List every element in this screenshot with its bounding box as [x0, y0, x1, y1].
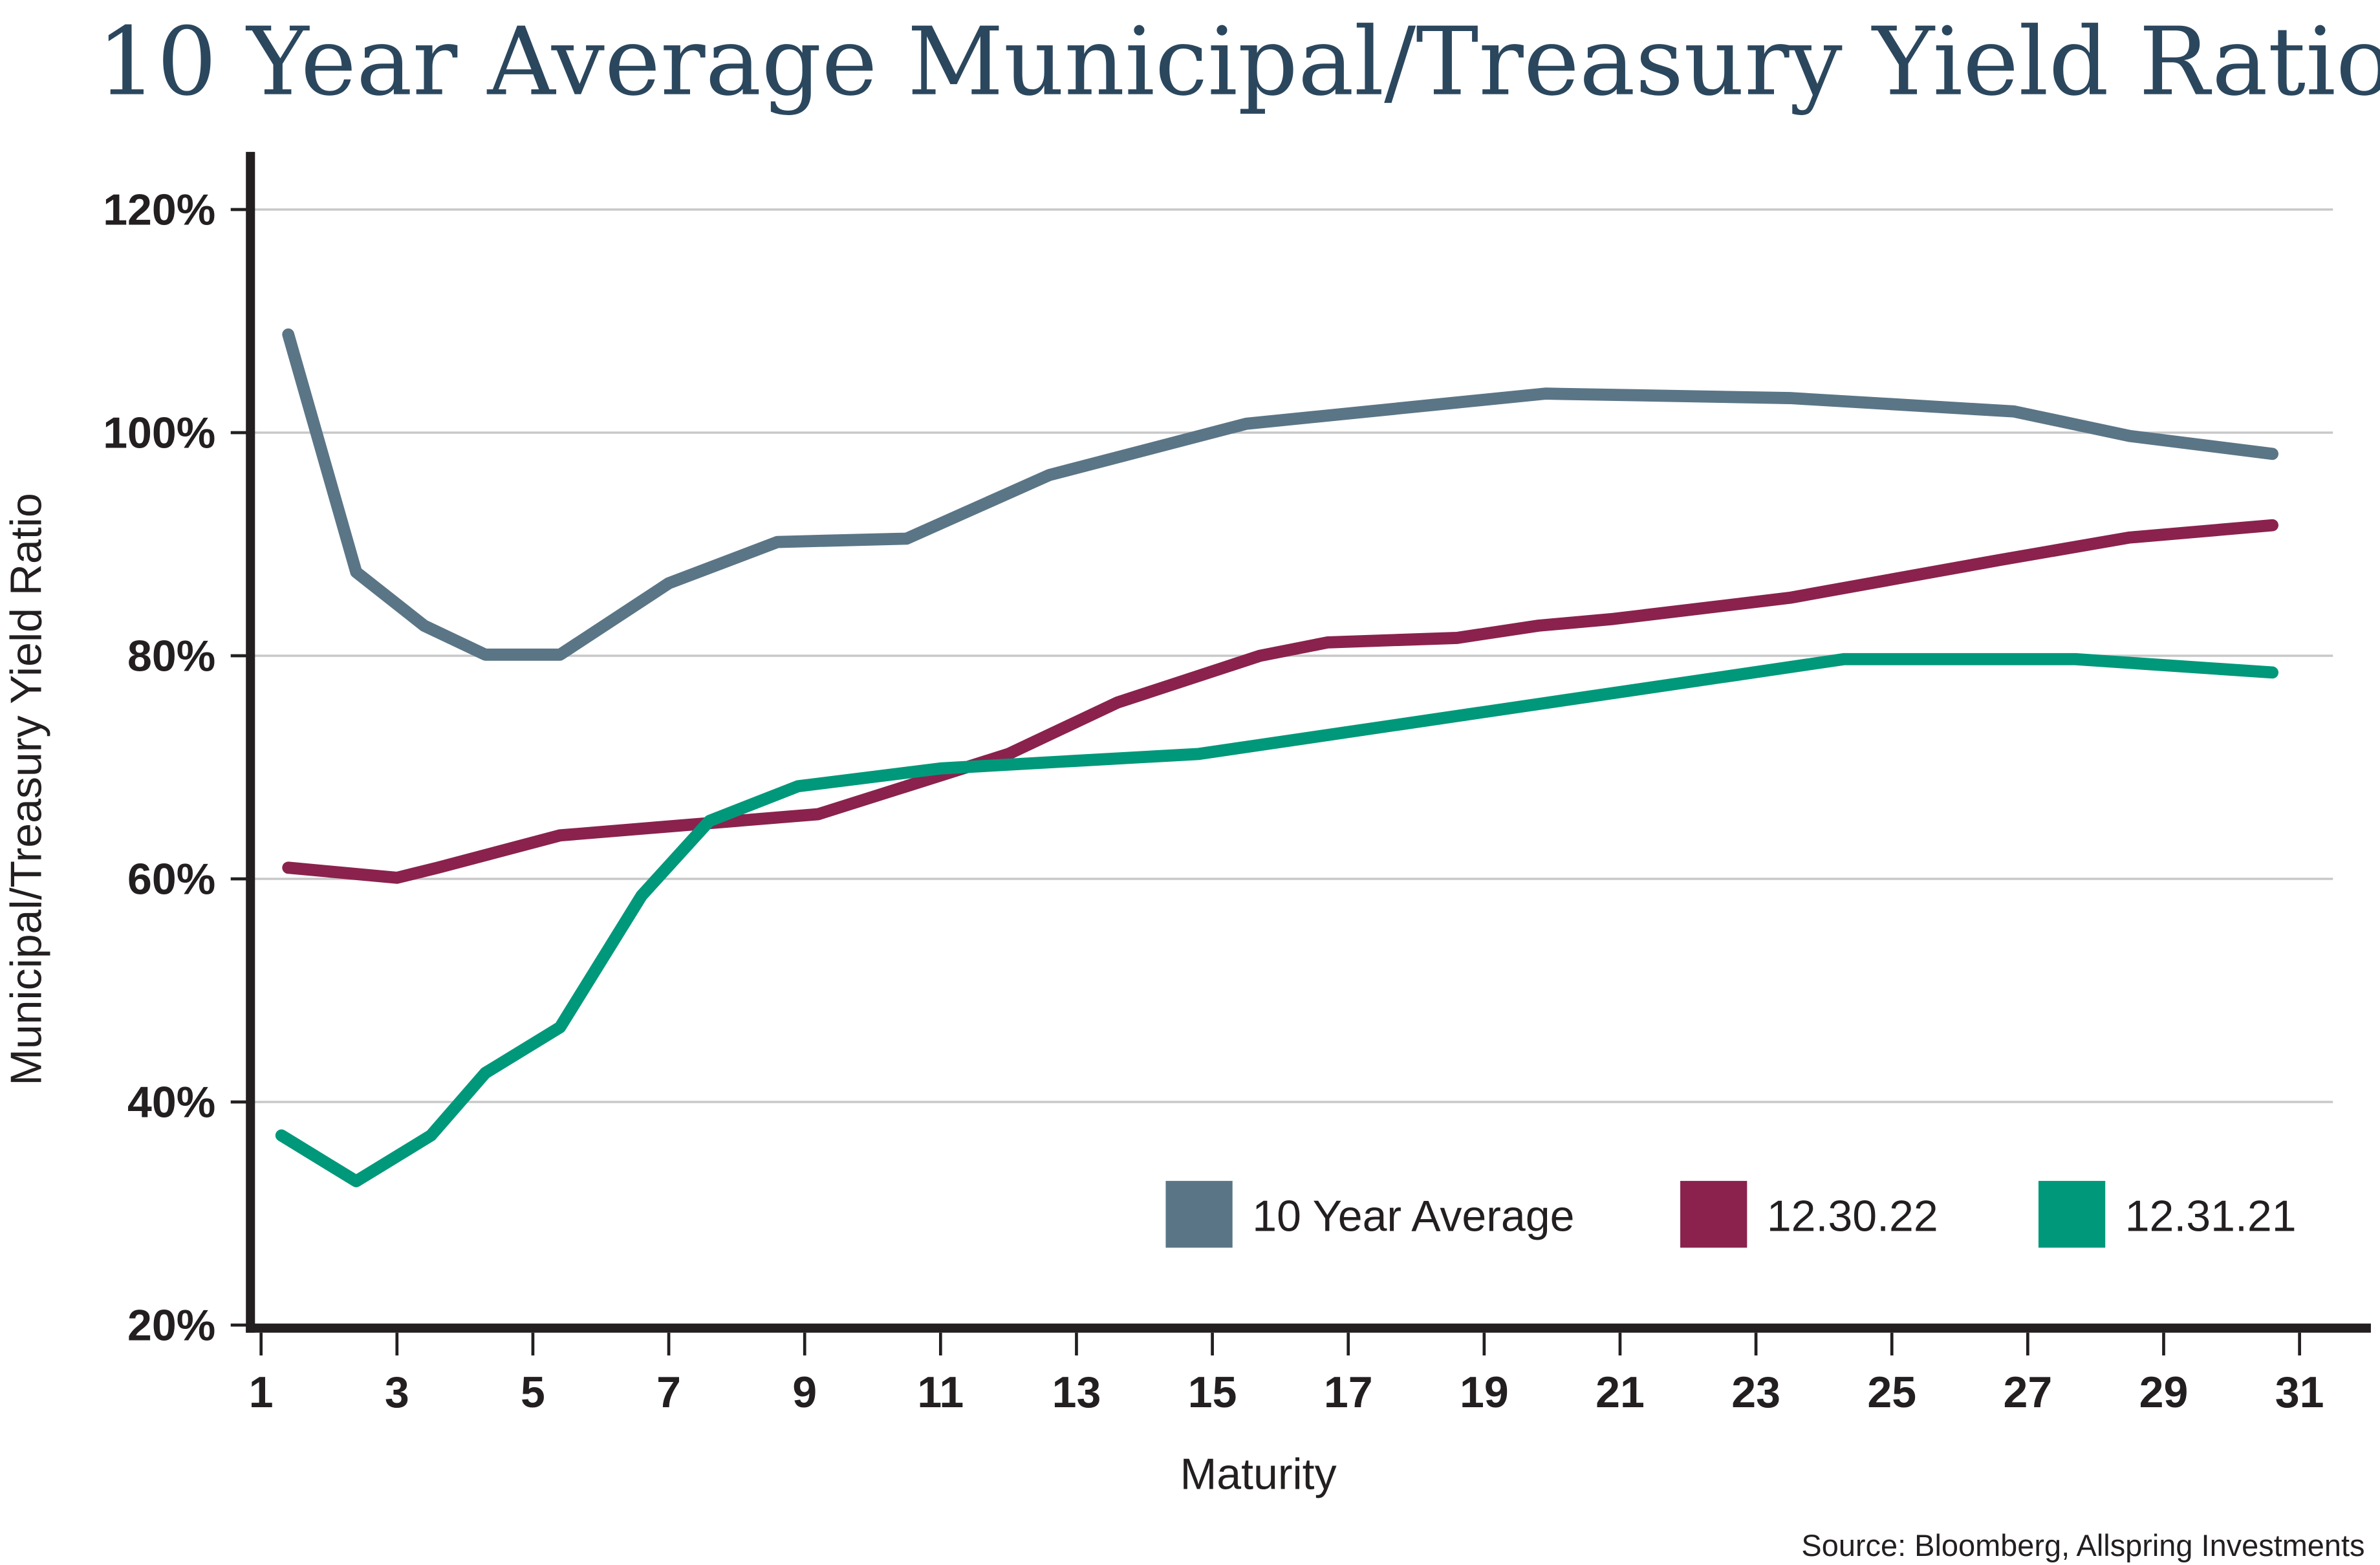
x-tick-label: 9 [792, 1368, 817, 1417]
y-tick-label: 120% [103, 186, 215, 235]
x-tick-label: 3 [385, 1368, 409, 1417]
series-line-10-year-average [282, 328, 2278, 661]
y-axis-label: Municipal/Treasury Yield Ratio [1, 493, 50, 1086]
x-tick-label: 21 [1596, 1368, 1645, 1417]
legend-label: 12.31.21 [2125, 1192, 2297, 1241]
y-tick-label: 100% [103, 409, 215, 458]
x-tick-label: 23 [1731, 1368, 1780, 1417]
x-tick-label: 29 [2139, 1368, 2189, 1417]
x-tick-label: 11 [917, 1368, 964, 1417]
x-tick-label: 7 [656, 1368, 681, 1417]
x-tick-label: 27 [2004, 1368, 2053, 1417]
y-tick-label: 60% [127, 854, 215, 903]
x-tick-label: 19 [1460, 1368, 1509, 1417]
x-tick-label: 31 [2275, 1368, 2324, 1417]
source-note: Source: Bloomberg, Allspring Investments [1801, 1529, 2364, 1562]
x-tick-label: 1 [249, 1368, 274, 1417]
legend-label: 12.30.22 [1767, 1192, 1938, 1241]
x-tick-label: 25 [1867, 1368, 1916, 1417]
x-tick-label: 17 [1324, 1368, 1373, 1417]
legend-swatch [2038, 1181, 2106, 1248]
series-line-12-31-21 [275, 653, 2278, 1187]
y-tick-label: 40% [127, 1078, 215, 1127]
y-tick-label: 20% [127, 1301, 215, 1350]
chart-title: 10 Year Average Municipal/Treasury Yield… [97, 8, 2380, 117]
x-axis-label: Maturity [1180, 1449, 1337, 1498]
legend-label: 10 Year Average [1252, 1192, 1574, 1241]
x-tick-label: 15 [1188, 1368, 1237, 1417]
x-tick-label: 13 [1052, 1368, 1101, 1417]
series-line-12-30-22 [282, 519, 2278, 884]
y-tick-label: 80% [127, 631, 215, 680]
x-tick-label: 5 [521, 1368, 545, 1417]
legend-swatch [1680, 1181, 1747, 1248]
legend-swatch [1165, 1181, 1233, 1248]
